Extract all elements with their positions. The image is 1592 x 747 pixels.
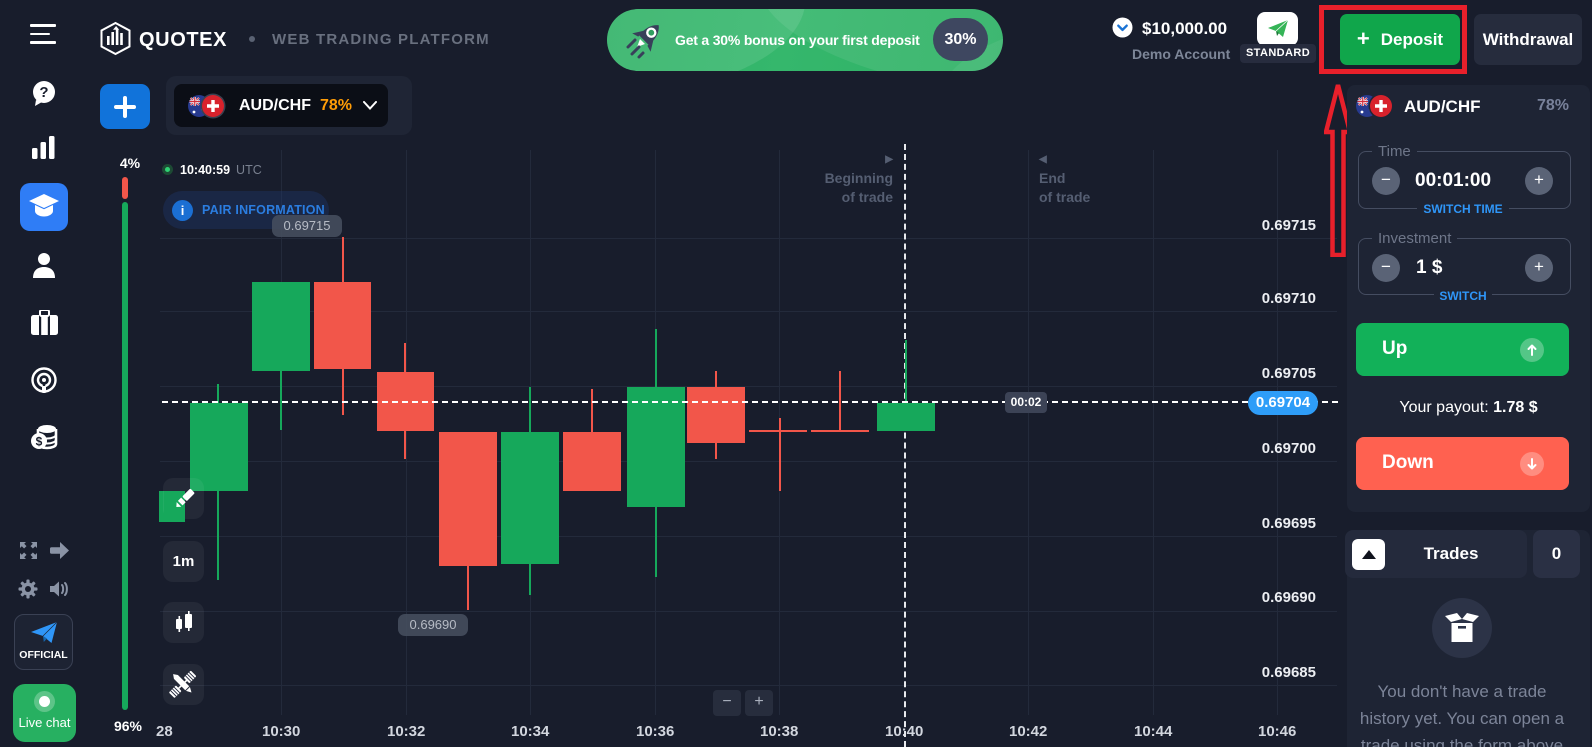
svg-text:$: $ <box>36 435 43 449</box>
svg-text:?: ? <box>39 84 48 101</box>
